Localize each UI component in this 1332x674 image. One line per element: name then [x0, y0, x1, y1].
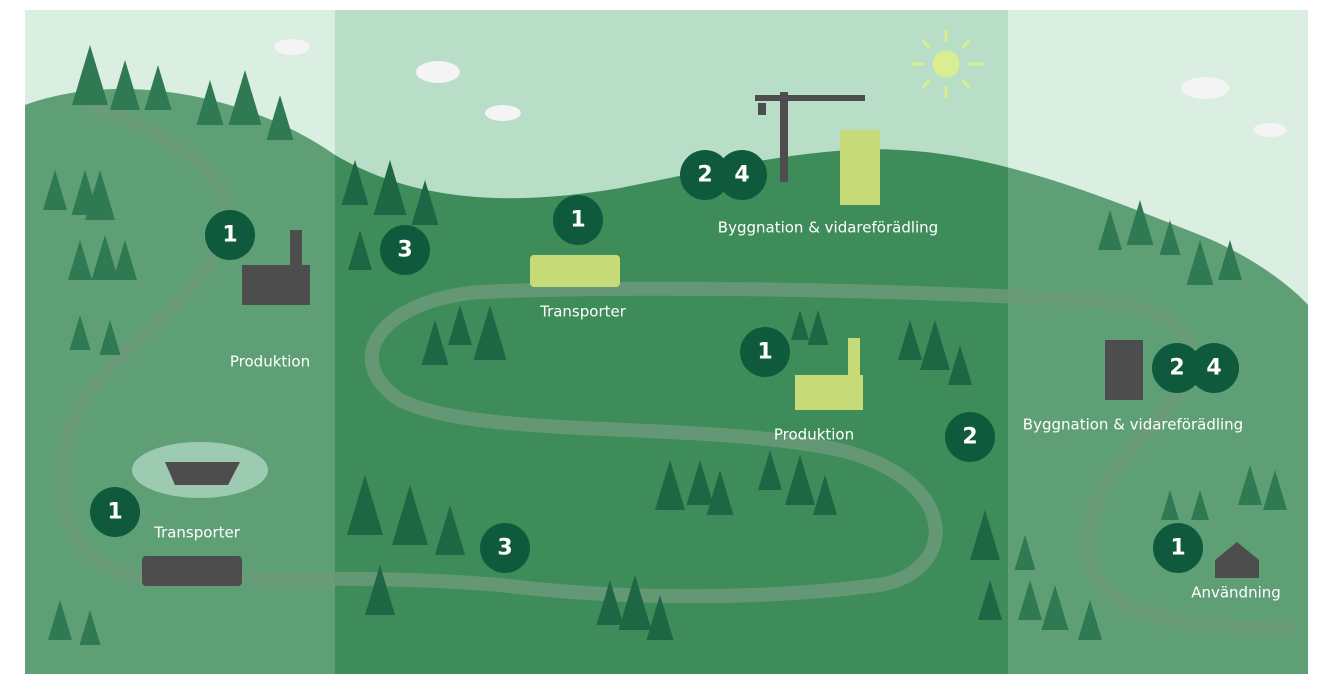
badge-number: 1 [1170, 536, 1185, 561]
truck [142, 556, 242, 586]
right-panel [1008, 10, 1308, 674]
stage-label: Byggnation & vidareförädling [718, 219, 938, 237]
truck [530, 255, 620, 287]
building [1105, 340, 1143, 400]
badge-number: 4 [734, 163, 749, 188]
stage-label: Byggnation & vidareförädling [1023, 416, 1243, 434]
page: Produktion Transporter Transporter Byggnati… [0, 0, 1332, 674]
badge-number: 2 [697, 163, 712, 188]
landscape-illustration: Produktion Transporter Transporter Byggnati… [0, 0, 1332, 674]
stage-label: Produktion [230, 353, 310, 371]
stage-label: Transporter [539, 303, 627, 321]
badge-number: 1 [107, 500, 122, 525]
badge-number: 1 [570, 208, 585, 233]
badge-number: 1 [757, 340, 772, 365]
building [840, 130, 880, 205]
badge-number: 2 [962, 425, 977, 450]
badge-number: 2 [1169, 356, 1184, 381]
badge-number: 3 [497, 536, 512, 561]
badge-number: 1 [222, 223, 237, 248]
stage-label: Produktion [774, 426, 854, 444]
stage-label: Användning [1191, 584, 1281, 602]
badge-number: 4 [1206, 356, 1221, 381]
ship [165, 462, 240, 485]
stage-label: Transporter [153, 524, 241, 542]
badge-number: 3 [397, 238, 412, 263]
